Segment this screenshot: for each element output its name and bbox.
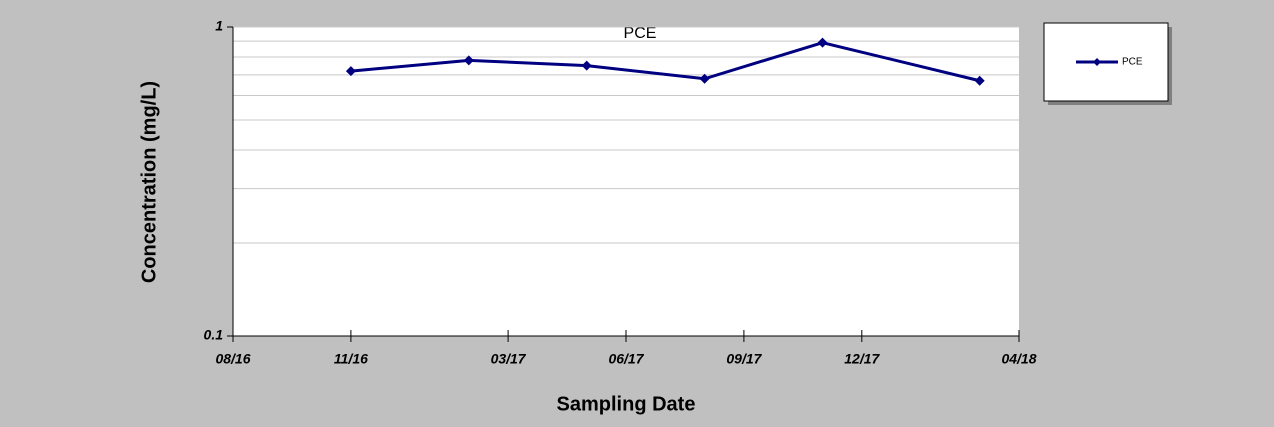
- x-tick-label: 08/16: [215, 351, 250, 367]
- data-point: [345, 66, 356, 77]
- x-tick-label: 06/17: [608, 351, 644, 367]
- data-line: [350, 41, 981, 83]
- x-axis-label: Sampling Date: [557, 393, 696, 415]
- plot-area: [233, 27, 1019, 336]
- y-tick-label: 0.1: [204, 327, 224, 343]
- x-tick-label: 04/18: [1001, 351, 1036, 367]
- legend-box: [1043, 22, 1169, 102]
- data-point: [463, 55, 474, 66]
- legend-marker: [1093, 58, 1101, 66]
- data-point: [699, 73, 710, 84]
- x-tick-label: 12/17: [844, 351, 880, 367]
- data-point: [974, 75, 985, 86]
- y-axis-label: Concentration (mg/L): [138, 81, 160, 283]
- x-tick-label: 09/17: [726, 351, 762, 367]
- legend-label: PCE: [1122, 57, 1143, 68]
- chart-title: PCE: [624, 25, 657, 42]
- data-point: [581, 60, 592, 71]
- x-tick-label: 11/16: [334, 351, 368, 367]
- y-tick-label: 1: [215, 18, 223, 34]
- data-point: [817, 37, 828, 48]
- x-tick-label: 03/17: [491, 351, 527, 367]
